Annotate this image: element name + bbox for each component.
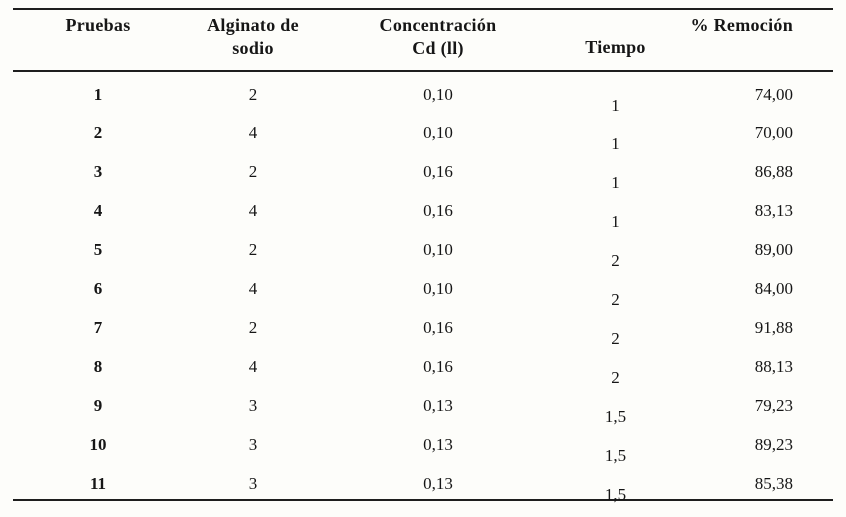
table-body: 1 2 0,10 1 74,00 2 4 0,10 1 70,00 3 2 0,…	[13, 71, 833, 504]
header-remocion-label: % Remoción	[690, 15, 793, 35]
table-row: 2 4 0,10 1 70,00	[13, 110, 833, 153]
table-row: 10 3 0,13 1,5 89,23	[13, 422, 833, 465]
cell-tiempo: 2	[553, 227, 678, 270]
table-row: 6 4 0,10 2 84,00	[13, 266, 833, 309]
cell-prueba: 5	[93, 240, 103, 259]
cell-tiempo: 1,5	[553, 422, 678, 465]
cell-alginato: 4	[248, 201, 258, 220]
table-row: 7 2 0,16 2 91,88	[13, 305, 833, 348]
table-row: 3 2 0,16 1 86,88	[13, 149, 833, 192]
header-concentracion: Concentración Cd (ll)	[323, 9, 553, 72]
cell-prueba: 10	[89, 435, 107, 454]
cell-alginato: 2	[248, 85, 258, 104]
cell-concentracion: 0,10	[423, 123, 453, 142]
header-alginato: Alginato de sodio	[183, 9, 323, 72]
cell-concentracion: 0,13	[423, 474, 453, 493]
cell-alginato: 2	[248, 240, 258, 259]
cell-remocion: 89,00	[754, 240, 793, 259]
table-row: 5 2 0,10 2 89,00	[13, 227, 833, 270]
cell-tiempo: 2	[553, 305, 678, 348]
cell-tiempo: 2	[553, 344, 678, 387]
cell-prueba: 9	[93, 396, 103, 415]
cell-concentracion: 0,16	[423, 318, 453, 337]
cell-tiempo-value: 1,5	[604, 446, 627, 465]
cell-alginato: 4	[248, 357, 258, 376]
cell-prueba: 8	[93, 357, 103, 376]
cell-concentracion: 0,16	[423, 357, 453, 376]
cell-tiempo-value: 2	[611, 329, 620, 348]
cell-tiempo-value: 1	[611, 173, 620, 192]
cell-remocion: 84,00	[754, 279, 793, 298]
cell-prueba: 3	[93, 162, 103, 181]
cell-concentracion: 0,10	[423, 279, 453, 298]
header-concentracion-line1: Concentración	[379, 15, 497, 35]
cell-prueba: 1	[93, 85, 103, 104]
results-table: Pruebas Alginato de sodio Concentración …	[13, 8, 833, 504]
table-row: 9 3 0,13 1,5 79,23	[13, 383, 833, 426]
cell-concentracion: 0,16	[423, 201, 453, 220]
table-row: 1 2 0,10 1 74,00	[13, 71, 833, 115]
table-row: 4 4 0,16 1 83,13	[13, 188, 833, 231]
cell-alginato: 3	[248, 435, 258, 454]
cell-prueba: 11	[89, 474, 107, 493]
cell-tiempo: 1	[553, 110, 678, 153]
cell-remocion: 85,38	[754, 474, 793, 493]
cell-tiempo-value: 1,5	[604, 485, 627, 504]
cell-tiempo-value: 2	[611, 251, 620, 270]
table-row: 8 4 0,16 2 88,13	[13, 344, 833, 387]
cell-tiempo: 1	[553, 71, 678, 115]
cell-tiempo-value: 1	[611, 96, 620, 115]
cell-remocion: 88,13	[754, 357, 793, 376]
cell-alginato: 4	[248, 123, 258, 142]
cell-alginato: 4	[248, 279, 258, 298]
cell-concentracion: 0,10	[423, 85, 453, 104]
cell-alginato: 3	[248, 396, 258, 415]
cell-tiempo: 1,5	[553, 461, 678, 504]
cell-concentracion: 0,13	[423, 435, 453, 454]
cell-remocion: 91,88	[754, 318, 793, 337]
cell-prueba: 2	[93, 123, 103, 142]
header-remocion: % Remoción	[678, 9, 833, 72]
cell-concentracion: 0,10	[423, 240, 453, 259]
header-tiempo-label: Tiempo	[585, 37, 646, 57]
cell-prueba: 6	[93, 279, 103, 298]
cell-alginato: 2	[248, 162, 258, 181]
cell-remocion: 83,13	[754, 201, 793, 220]
cell-tiempo: 1	[553, 188, 678, 231]
header-pruebas-label: Pruebas	[65, 15, 131, 35]
cell-tiempo: 2	[553, 266, 678, 309]
header-row: Pruebas Alginato de sodio Concentración …	[13, 9, 833, 72]
cell-tiempo-value: 1	[611, 212, 620, 231]
cell-concentracion: 0,13	[423, 396, 453, 415]
cell-tiempo: 1	[553, 149, 678, 192]
cell-prueba: 4	[93, 201, 103, 220]
header-concentracion-line2: Cd (ll)	[412, 38, 464, 58]
cell-remocion: 86,88	[754, 162, 793, 181]
header-tiempo: Tiempo	[553, 9, 678, 72]
header-alginato-line2: sodio	[232, 38, 274, 58]
cell-remocion: 70,00	[754, 123, 793, 142]
table-header: Pruebas Alginato de sodio Concentración …	[13, 9, 833, 72]
cell-tiempo: 1,5	[553, 383, 678, 426]
cell-tiempo-value: 2	[611, 368, 620, 387]
cell-remocion: 89,23	[754, 435, 793, 454]
header-alginato-line1: Alginato de	[207, 15, 299, 35]
cell-concentracion: 0,16	[423, 162, 453, 181]
table-row: 11 3 0,13 1,5 85,38	[13, 461, 833, 504]
cell-alginato: 3	[248, 474, 258, 493]
cell-remocion: 74,00	[754, 85, 793, 104]
cell-tiempo-value: 2	[611, 290, 620, 309]
cell-prueba: 7	[93, 318, 103, 337]
cell-alginato: 2	[248, 318, 258, 337]
cell-remocion: 79,23	[754, 396, 793, 415]
cell-tiempo-value: 1,5	[604, 407, 627, 426]
header-pruebas: Pruebas	[13, 9, 183, 72]
cell-tiempo-value: 1	[611, 134, 620, 153]
